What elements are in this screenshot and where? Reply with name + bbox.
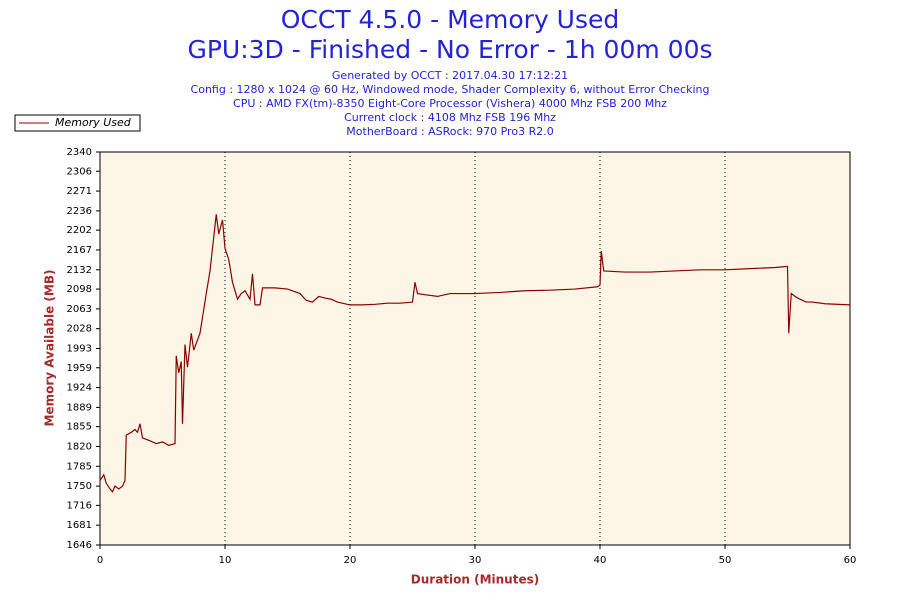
- y-tick-label: 1820: [67, 441, 92, 452]
- info-line: MotherBoard : ASRock: 970 Pro3 R2.0: [346, 125, 553, 138]
- x-tick-label: 0: [97, 555, 103, 566]
- y-tick-label: 1889: [67, 402, 92, 413]
- plot-frame: [99, 151, 851, 546]
- info-line: Generated by OCCT : 2017.04.30 17:12:21: [332, 69, 568, 82]
- y-tick-label: 2063: [67, 304, 92, 315]
- x-tick-label: 50: [719, 555, 732, 566]
- y-tick-label: 1785: [67, 461, 92, 472]
- y-tick-label: 2098: [67, 284, 92, 295]
- info-line: CPU : AMD FX(tm)-8350 Eight-Core Process…: [233, 97, 667, 110]
- x-tick-label: 30: [469, 555, 482, 566]
- x-tick-label: 40: [594, 555, 607, 566]
- y-tick-label: 1855: [67, 422, 92, 433]
- chart-title: OCCT 4.5.0 - Memory Used: [281, 5, 620, 34]
- x-tick-label: 10: [219, 555, 232, 566]
- y-tick-label: 1750: [67, 481, 92, 492]
- y-tick-label: 2202: [67, 225, 92, 236]
- y-tick-label: 1993: [67, 344, 92, 355]
- y-tick-label: 2236: [67, 206, 92, 217]
- y-tick-label: 1924: [67, 383, 92, 394]
- y-axis-label: Memory Available (MB): [43, 270, 57, 427]
- x-tick-label: 60: [844, 555, 857, 566]
- y-tick-label: 1681: [67, 520, 92, 531]
- y-tick-label: 1959: [67, 363, 92, 374]
- y-tick-label: 1716: [67, 500, 92, 511]
- info-line: Current clock : 4108 Mhz FSB 196 Mhz: [344, 111, 556, 124]
- x-tick-label: 20: [344, 555, 357, 566]
- y-tick-label: 2167: [67, 245, 92, 256]
- y-tick-label: 2132: [67, 265, 92, 276]
- y-tick-label: 2028: [67, 324, 92, 335]
- info-line: Config : 1280 x 1024 @ 60 Hz, Windowed m…: [191, 83, 710, 96]
- y-tick-label: 2306: [67, 166, 92, 177]
- y-tick-label: 1646: [67, 540, 92, 551]
- x-axis-label: Duration (Minutes): [411, 573, 539, 587]
- chart-subtitle: GPU:3D - Finished - No Error - 1h 00m 00…: [187, 35, 712, 64]
- y-tick-label: 2340: [67, 147, 92, 158]
- legend-box: [14, 114, 141, 132]
- y-tick-label: 2271: [67, 186, 92, 197]
- data-line: [99, 214, 851, 493]
- legend-label: Memory Used: [55, 116, 132, 129]
